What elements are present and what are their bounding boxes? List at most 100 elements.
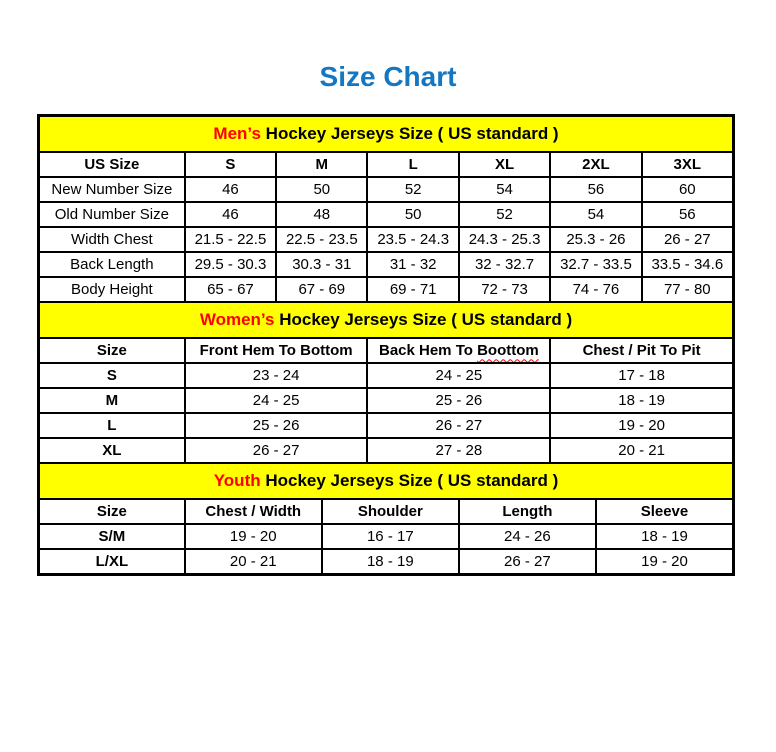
size-tables: Men’s Hockey Jerseys Size ( US standard … [37, 113, 735, 576]
column-header: 3XL [640, 150, 735, 178]
size-value-cell: 50 [275, 175, 369, 203]
section-title-text: Hockey Jerseys Size ( US standard ) [260, 123, 559, 143]
size-value-cell: 19 - 20 [549, 411, 734, 439]
size-value-cell: 24.3 - 25.3 [457, 225, 552, 253]
column-header: Length [457, 497, 597, 525]
size-value-cell: 18 - 19 [320, 547, 460, 575]
size-value-cell: 23.5 - 24.3 [366, 225, 460, 253]
size-value-cell: 46 [183, 175, 278, 203]
section-title-highlight: Men’s [213, 123, 261, 143]
youth-size-table: Youth Hockey Jerseys Size ( US standard … [38, 461, 735, 575]
row-label: M [38, 386, 186, 414]
size-value-cell: 32.7 - 33.5 [549, 250, 643, 278]
table-row: L 25 - 26 26 - 27 19 - 20 [38, 411, 734, 439]
size-value-cell: 69 - 71 [366, 275, 460, 303]
size-value-cell: 23 - 24 [183, 361, 369, 389]
size-value-cell: 26 - 27 [366, 411, 552, 439]
size-value-cell: 17 - 18 [549, 361, 734, 389]
section-banner-row: Women’s Hockey Jerseys Size ( US standar… [38, 300, 734, 339]
size-value-cell: 56 [549, 175, 643, 203]
section-banner-row: Youth Hockey Jerseys Size ( US standard … [38, 461, 734, 500]
size-value-cell: 24 - 26 [457, 522, 597, 550]
size-value-cell: 67 - 69 [275, 275, 369, 303]
table-row: Old Number Size 46 48 50 52 54 56 [38, 200, 735, 228]
table-row: XL 26 - 27 27 - 28 20 - 21 [38, 436, 734, 464]
row-label: L [38, 411, 186, 439]
mens-size-table: Men’s Hockey Jerseys Size ( US standard … [38, 114, 735, 303]
size-value-cell: 26 - 27 [640, 225, 735, 253]
size-value-cell: 50 [366, 200, 460, 228]
size-value-cell: 72 - 73 [457, 275, 552, 303]
size-value-cell: 77 - 80 [640, 275, 735, 303]
row-label: Body Height [38, 275, 186, 303]
column-header: L [366, 150, 460, 178]
size-value-cell: 60 [640, 175, 735, 203]
size-value-cell: 29.5 - 30.3 [183, 250, 278, 278]
section-title-text: Hockey Jerseys Size ( US standard ) [274, 309, 573, 329]
womens-size-table: Women’s Hockey Jerseys Size ( US standar… [38, 300, 734, 464]
column-header: Size [38, 497, 186, 525]
row-label: S/M [38, 522, 186, 550]
row-label: Width Chest [38, 225, 186, 253]
section-title-text: Hockey Jerseys Size ( US standard ) [260, 470, 559, 490]
section-title-highlight: Youth [213, 470, 261, 490]
size-value-cell: 21.5 - 22.5 [183, 225, 278, 253]
column-header: Shoulder [320, 497, 460, 525]
size-value-cell: 65 - 67 [183, 275, 278, 303]
row-label: L/XL [38, 547, 186, 575]
row-label: Back Length [38, 250, 186, 278]
row-label: S [38, 361, 186, 389]
size-value-cell: 26 - 27 [183, 436, 369, 464]
column-header: US Size [38, 150, 186, 178]
section-header: Youth Hockey Jerseys Size ( US standard … [38, 461, 734, 500]
size-value-cell: 52 [366, 175, 460, 203]
section-banner-row: Men’s Hockey Jerseys Size ( US standard … [38, 114, 734, 153]
size-value-cell: 56 [640, 200, 735, 228]
column-header: M [275, 150, 369, 178]
row-label: New Number Size [38, 175, 186, 203]
row-label: Old Number Size [38, 200, 186, 228]
size-value-cell: 25 - 26 [183, 411, 369, 439]
size-value-cell: 18 - 19 [549, 386, 734, 414]
column-header: 2XL [549, 150, 643, 178]
table-row: Back Length 29.5 - 30.3 30.3 - 31 31 - 32 32… [38, 250, 735, 278]
column-header: Chest / Width [183, 497, 323, 525]
size-value-cell: 24 - 25 [183, 386, 369, 414]
table-row: L/XL 20 - 21 18 - 19 26 - 27 19 - 20 [38, 547, 735, 575]
size-value-cell: 33.5 - 34.6 [640, 250, 735, 278]
size-value-cell: 54 [549, 200, 643, 228]
section-header: Women’s Hockey Jerseys Size ( US standar… [38, 300, 734, 339]
size-value-cell: 20 - 21 [183, 547, 323, 575]
size-value-cell: 19 - 20 [183, 522, 323, 550]
size-value-cell: 32 - 32.7 [457, 250, 552, 278]
size-value-cell: 18 - 19 [594, 522, 735, 550]
size-value-cell: 22.5 - 23.5 [275, 225, 369, 253]
column-header: XL [457, 150, 552, 178]
size-value-cell: 26 - 27 [457, 547, 597, 575]
column-header: Chest / Pit To Pit [549, 336, 734, 364]
size-value-cell: 74 - 76 [549, 275, 643, 303]
column-header-row: Size Chest / Width Shoulder Length Sleeve [38, 497, 735, 525]
size-value-cell: 31 - 32 [366, 250, 460, 278]
column-header-text: Back Hem To [378, 341, 478, 359]
table-row: Width Chest 21.5 - 22.5 22.5 - 23.5 23.5 - … [38, 225, 735, 253]
column-header: Back Hem To Boottom [366, 336, 552, 364]
table-row: M 24 - 25 25 - 26 18 - 19 [38, 386, 734, 414]
size-value-cell: 19 - 20 [594, 547, 735, 575]
size-value-cell: 46 [183, 200, 278, 228]
size-value-cell: 16 - 17 [320, 522, 460, 550]
table-row: Body Height 65 - 67 67 - 69 69 - 71 72 - 73 7… [38, 275, 735, 303]
page-title: Size Chart [319, 61, 457, 92]
table-row: New Number Size 46 50 52 54 56 60 [38, 175, 735, 203]
size-value-cell: 20 - 21 [549, 436, 734, 464]
column-header: S [183, 150, 278, 178]
section-title-highlight: Women’s [199, 309, 275, 329]
size-value-cell: 30.3 - 31 [275, 250, 369, 278]
column-header: Sleeve [594, 497, 735, 525]
misspelled-word: Boottom [477, 341, 539, 359]
column-header: Front Hem To Bottom [183, 336, 369, 364]
size-value-cell: 24 - 25 [366, 361, 552, 389]
size-chart-page: { "page": { "title": "Size Chart" }, "co… [0, 60, 776, 752]
row-label: XL [38, 436, 186, 464]
size-value-cell: 54 [457, 175, 552, 203]
